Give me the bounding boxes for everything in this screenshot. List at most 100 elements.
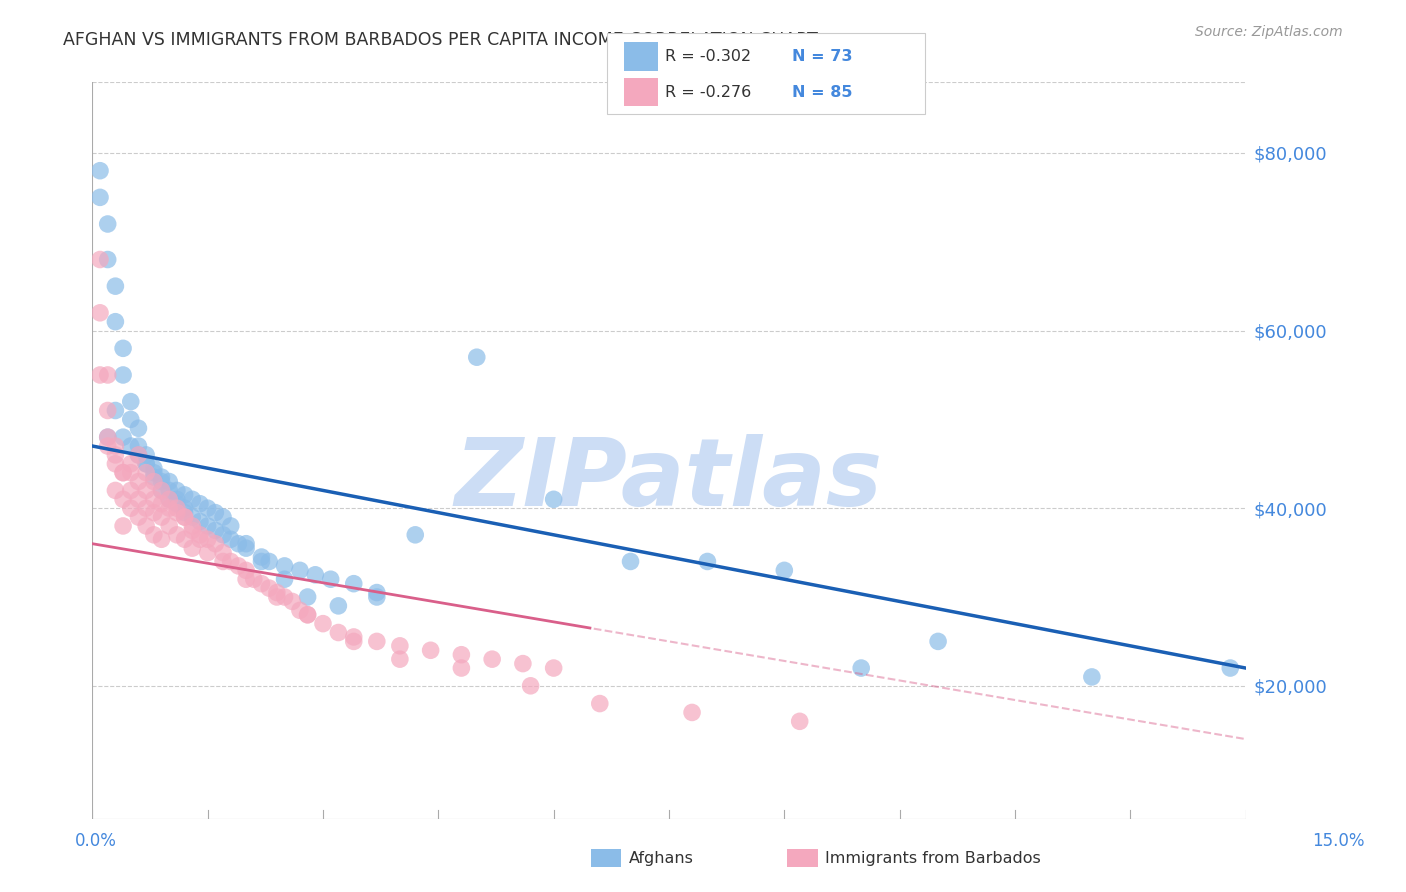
- Point: [127, 492, 149, 507]
- Point: [104, 315, 127, 329]
- Point: [250, 549, 273, 564]
- Point: [150, 475, 173, 489]
- Point: [366, 634, 388, 648]
- Point: [212, 545, 235, 559]
- Point: [181, 510, 204, 524]
- Point: [204, 524, 226, 538]
- Point: [250, 576, 273, 591]
- Text: Source: ZipAtlas.com: Source: ZipAtlas.com: [1195, 25, 1343, 39]
- Point: [135, 448, 157, 462]
- Point: [297, 590, 319, 604]
- Point: [127, 421, 149, 435]
- Point: [343, 634, 366, 648]
- Point: [204, 506, 226, 520]
- Point: [112, 519, 135, 533]
- Point: [235, 541, 257, 556]
- Point: [173, 533, 195, 547]
- Point: [97, 439, 120, 453]
- Point: [273, 590, 295, 604]
- Point: [173, 510, 195, 524]
- Text: 15.0%: 15.0%: [1312, 831, 1365, 849]
- Point: [481, 652, 503, 666]
- Point: [243, 572, 266, 586]
- Point: [157, 519, 180, 533]
- Point: [343, 630, 366, 644]
- Point: [366, 585, 388, 599]
- Point: [297, 607, 319, 622]
- Point: [142, 506, 165, 520]
- Point: [166, 506, 188, 520]
- Point: [304, 567, 326, 582]
- Point: [166, 528, 188, 542]
- Point: [181, 519, 204, 533]
- Point: [789, 714, 811, 729]
- Point: [197, 533, 219, 547]
- Point: [235, 572, 257, 586]
- Point: [120, 412, 142, 426]
- Point: [112, 466, 135, 480]
- Point: [104, 279, 127, 293]
- Point: [419, 643, 441, 657]
- Text: N = 73: N = 73: [792, 49, 852, 64]
- Point: [150, 483, 173, 498]
- Point: [1219, 661, 1241, 675]
- Point: [150, 483, 173, 498]
- Point: [166, 492, 188, 507]
- Point: [543, 661, 565, 675]
- Point: [157, 483, 180, 498]
- Point: [150, 470, 173, 484]
- Point: [157, 492, 180, 507]
- Point: [235, 537, 257, 551]
- Point: [127, 510, 149, 524]
- Point: [589, 697, 612, 711]
- Point: [150, 533, 173, 547]
- Point: [135, 457, 157, 471]
- Point: [197, 519, 219, 533]
- Point: [89, 368, 111, 382]
- Point: [142, 492, 165, 507]
- Point: [512, 657, 534, 671]
- Point: [97, 403, 120, 417]
- Point: [1081, 670, 1104, 684]
- Point: [288, 563, 311, 577]
- Text: AFGHAN VS IMMIGRANTS FROM BARBADOS PER CAPITA INCOME CORRELATION CHART: AFGHAN VS IMMIGRANTS FROM BARBADOS PER C…: [63, 31, 818, 49]
- Point: [212, 554, 235, 568]
- Point: [104, 457, 127, 471]
- Point: [142, 461, 165, 475]
- Point: [97, 430, 120, 444]
- Point: [127, 448, 149, 462]
- Point: [120, 501, 142, 516]
- Point: [104, 483, 127, 498]
- Text: Immigrants from Barbados: Immigrants from Barbados: [825, 851, 1040, 865]
- Text: N = 85: N = 85: [792, 85, 852, 100]
- Point: [142, 466, 165, 480]
- Point: [681, 706, 703, 720]
- Point: [89, 306, 111, 320]
- Point: [188, 515, 211, 529]
- Text: ZIPatlas: ZIPatlas: [456, 434, 883, 526]
- Point: [166, 483, 188, 498]
- Point: [112, 342, 135, 356]
- Point: [519, 679, 541, 693]
- Point: [112, 430, 135, 444]
- Point: [157, 501, 180, 516]
- Point: [112, 492, 135, 507]
- Point: [388, 652, 411, 666]
- Text: R = -0.276: R = -0.276: [665, 85, 751, 100]
- Point: [266, 590, 288, 604]
- Point: [142, 475, 165, 489]
- Point: [104, 403, 127, 417]
- Point: [450, 661, 472, 675]
- Point: [543, 492, 565, 507]
- Point: [450, 648, 472, 662]
- Point: [104, 448, 127, 462]
- Point: [142, 470, 165, 484]
- Point: [181, 524, 204, 538]
- Point: [135, 457, 157, 471]
- Point: [219, 519, 242, 533]
- Point: [89, 190, 111, 204]
- Point: [281, 594, 304, 608]
- Point: [212, 528, 235, 542]
- Point: [851, 661, 873, 675]
- Point: [157, 492, 180, 507]
